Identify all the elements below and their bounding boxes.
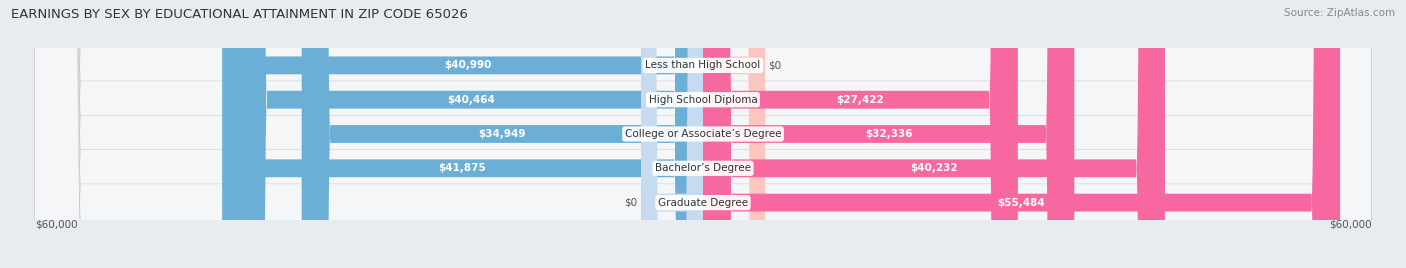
FancyBboxPatch shape [703, 0, 1018, 268]
Text: Less than High School: Less than High School [645, 60, 761, 70]
Text: $27,422: $27,422 [837, 95, 884, 105]
FancyBboxPatch shape [35, 0, 1371, 268]
FancyBboxPatch shape [35, 0, 1371, 268]
FancyBboxPatch shape [302, 0, 703, 268]
Text: $60,000: $60,000 [35, 220, 77, 230]
FancyBboxPatch shape [641, 0, 703, 268]
FancyBboxPatch shape [703, 0, 1340, 268]
FancyBboxPatch shape [239, 0, 703, 268]
FancyBboxPatch shape [35, 0, 1371, 268]
Text: $0: $0 [769, 60, 782, 70]
FancyBboxPatch shape [35, 0, 1371, 268]
FancyBboxPatch shape [35, 0, 1371, 268]
Text: College or Associate’s Degree: College or Associate’s Degree [624, 129, 782, 139]
Text: Source: ZipAtlas.com: Source: ZipAtlas.com [1284, 8, 1395, 18]
Text: $55,484: $55,484 [998, 198, 1046, 208]
Text: $41,875: $41,875 [439, 163, 486, 173]
Text: $0: $0 [624, 198, 637, 208]
Text: $32,336: $32,336 [865, 129, 912, 139]
Text: $40,232: $40,232 [910, 163, 957, 173]
Text: Bachelor’s Degree: Bachelor’s Degree [655, 163, 751, 173]
Text: $34,949: $34,949 [478, 129, 526, 139]
FancyBboxPatch shape [703, 0, 1074, 268]
Text: $40,990: $40,990 [444, 60, 491, 70]
Text: Graduate Degree: Graduate Degree [658, 198, 748, 208]
Text: High School Diploma: High School Diploma [648, 95, 758, 105]
Text: $40,464: $40,464 [447, 95, 495, 105]
FancyBboxPatch shape [703, 0, 1166, 268]
FancyBboxPatch shape [232, 0, 703, 268]
FancyBboxPatch shape [222, 0, 703, 268]
Text: EARNINGS BY SEX BY EDUCATIONAL ATTAINMENT IN ZIP CODE 65026: EARNINGS BY SEX BY EDUCATIONAL ATTAINMEN… [11, 8, 468, 21]
FancyBboxPatch shape [703, 0, 765, 268]
Text: $60,000: $60,000 [1329, 220, 1371, 230]
